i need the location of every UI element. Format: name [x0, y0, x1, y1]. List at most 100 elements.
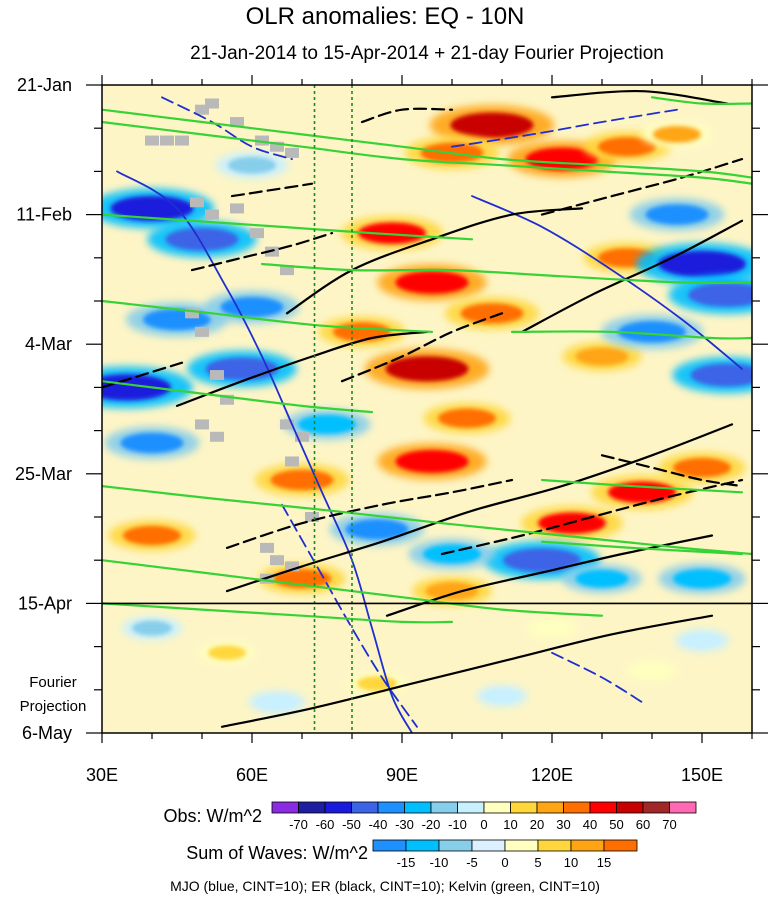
er-contour-positive — [220, 614, 714, 728]
obs_colorbar-swatch — [642, 801, 670, 814]
missing-cell — [195, 104, 209, 115]
missing-cell — [295, 431, 309, 442]
waves_colorbar-swatch — [471, 839, 506, 852]
obs_colorbar-swatch — [483, 801, 511, 814]
waves_colorbar-level-label: 15 — [597, 855, 611, 870]
waves_colorbar-level-label: -10 — [430, 855, 449, 870]
obs_colorbar-swatch — [271, 801, 299, 814]
waves_colorbar-level-label: 0 — [501, 855, 508, 870]
kelvin-contour-positive — [540, 540, 744, 556]
er-contour-negative — [230, 182, 314, 198]
reference-longitude-lines — [313, 85, 353, 733]
kelvin-contour-positive — [650, 96, 752, 106]
waves_colorbar-level-label: 5 — [534, 855, 541, 870]
obs_colorbar-swatch — [351, 801, 379, 814]
obs_colorbar-swatch — [377, 801, 405, 814]
mjo-contour-negative — [551, 651, 643, 703]
er-contour-negative — [190, 232, 334, 272]
missing-cell — [270, 141, 284, 152]
kelvin-contour-positive — [102, 299, 434, 333]
kelvin-contour-positive — [102, 213, 474, 241]
kelvin-contour-positive — [102, 485, 752, 556]
missing-cell — [280, 265, 294, 276]
missing-cell — [250, 228, 264, 239]
anomaly-blob — [345, 519, 409, 540]
missing-cell — [210, 370, 224, 381]
kelvin-contour-positive — [102, 120, 752, 185]
anomaly-blob — [132, 620, 172, 636]
waves_colorbar-swatch — [570, 839, 605, 852]
y-tick-label: 6-May — [22, 723, 72, 743]
obs_colorbar-swatch — [324, 801, 352, 814]
anomaly-blob — [598, 137, 656, 157]
obs-colorbar-label: Obs: W/m^2 — [164, 806, 262, 826]
er-contour-negative — [540, 158, 744, 216]
waves_colorbar-level-label: 10 — [564, 855, 578, 870]
x-tick-label: 120E — [531, 765, 573, 785]
obs_colorbar-level-label: -70 — [289, 817, 308, 832]
plot-area — [102, 85, 752, 733]
anomaly-blob — [208, 645, 246, 660]
waves_colorbar-swatch — [537, 839, 572, 852]
obs_colorbar-swatch — [563, 801, 591, 814]
missing-cell — [190, 197, 204, 208]
obs_colorbar-level-label: 50 — [609, 817, 623, 832]
waves_colorbar-swatch — [372, 839, 407, 852]
waves_colorbar-level-label: -5 — [466, 855, 478, 870]
chart-subtitle: 21-Jan-2014 to 15-Apr-2014 + 21-day Four… — [190, 43, 664, 64]
kelvin-contour-positive — [510, 330, 752, 340]
er-contour-negative — [102, 361, 184, 389]
y-tick-label: 4-Mar — [25, 334, 72, 354]
anomaly-blob — [228, 156, 276, 174]
waves-colorbar: Sum of Waves: W/m^2 -15 -10 -5 0 5 10 15 — [186, 839, 638, 870]
missing-cell — [285, 456, 299, 467]
anomaly-blob — [653, 125, 701, 143]
y-tick-label: 25-Mar — [15, 464, 72, 484]
anomaly-blob — [450, 112, 534, 138]
er-contour-negative — [440, 478, 744, 556]
missing-cell — [160, 135, 174, 146]
kelvin-contour-positive — [102, 380, 374, 414]
anomaly-blob — [220, 296, 284, 318]
chart-title: OLR anomalies: EQ - 10N — [246, 3, 525, 30]
anomaly-blob — [110, 195, 194, 222]
missing-cell — [220, 394, 234, 405]
er-contour-positive — [520, 219, 744, 333]
waves-colorbar-label: Sum of Waves: W/m^2 — [186, 843, 368, 863]
missing-cell — [280, 419, 294, 430]
footnote: MJO (blue, CINT=10); ER (black, CINT=10)… — [170, 878, 600, 894]
obs_colorbar-swatch — [616, 801, 644, 814]
waves_colorbar-swatch — [504, 839, 539, 852]
obs_colorbar-level-label: 30 — [556, 817, 570, 832]
anomaly-blob — [535, 621, 569, 635]
obs_colorbar-swatch — [298, 801, 326, 814]
obs_colorbar-level-label: -10 — [448, 817, 467, 832]
anomaly-blob — [395, 271, 469, 294]
mjo-contour-positive — [471, 195, 743, 370]
anomaly-blob — [123, 525, 181, 546]
anomaly-blob — [438, 408, 496, 428]
anomaly-blob — [690, 363, 752, 387]
missing-cell — [205, 98, 219, 109]
obs-colorbar: Obs: W/m^2 -70 -60 -50 -40 -30 -20 -10 0 10 20 30 4… — [164, 801, 697, 832]
missing-cell — [230, 117, 244, 128]
anomaly-blob — [688, 282, 752, 307]
anomaly-blob — [425, 582, 479, 601]
waves_colorbar-swatch — [405, 839, 440, 852]
obs_colorbar-swatch — [430, 801, 458, 814]
missing-cell — [205, 209, 219, 220]
obs_colorbar-swatch — [404, 801, 432, 814]
anomaly-blob — [333, 322, 391, 342]
plot-background — [102, 85, 752, 733]
missing-cell — [285, 561, 299, 572]
y-tick-label: 21-Jan — [17, 75, 72, 95]
obs_colorbar-swatch — [536, 801, 564, 814]
anomaly-blob — [635, 664, 669, 679]
anomaly-blob — [258, 694, 296, 710]
anomaly-blob — [385, 356, 469, 382]
er-contour-positive — [175, 330, 429, 407]
anomaly-blob — [485, 689, 519, 703]
anomaly-blob — [423, 544, 481, 564]
obs_colorbar-swatch — [457, 801, 485, 814]
